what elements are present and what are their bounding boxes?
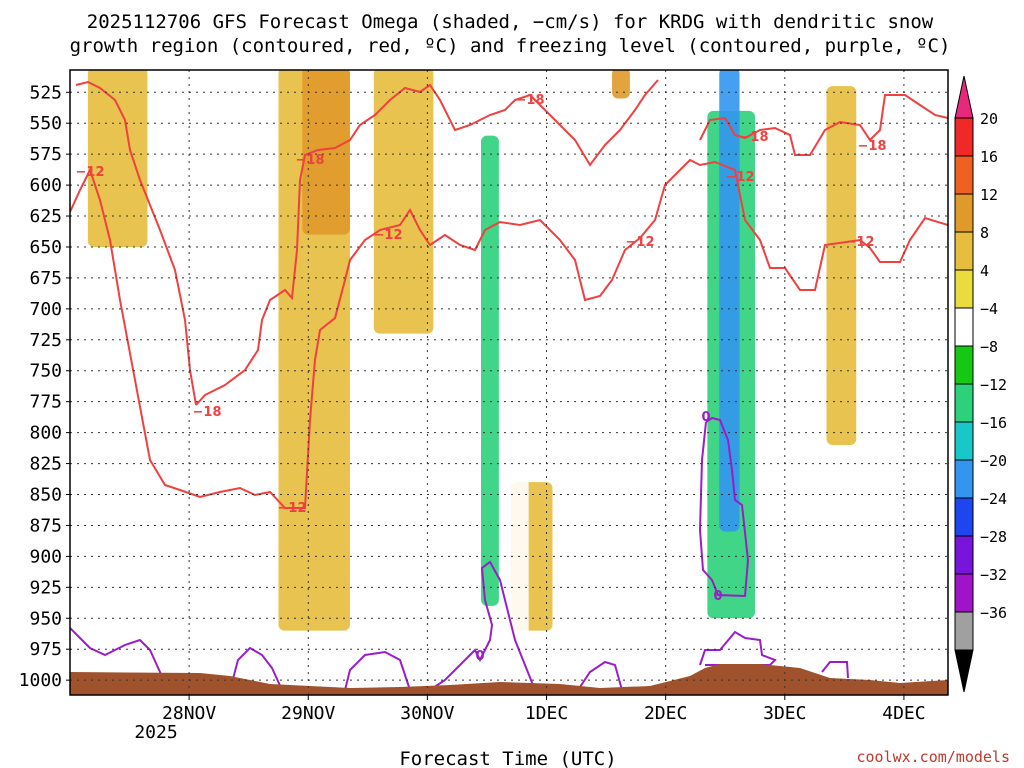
contour-label: −12 xyxy=(626,235,655,250)
dgz-minus18-contour xyxy=(75,79,948,406)
colorbar-level-label: −4 xyxy=(980,300,998,318)
colorbar-level-label: 8 xyxy=(980,224,989,242)
colorbar-level-label: 12 xyxy=(980,186,998,204)
y-tick-label: 575 xyxy=(29,144,62,165)
x-tick-label: 2DEC xyxy=(644,703,687,724)
colorbar-level-label: −28 xyxy=(980,528,1007,546)
y-tick-label: 1000 xyxy=(19,670,62,691)
colorbar-swatch xyxy=(954,497,974,537)
colorbar-swatch xyxy=(954,611,974,651)
colorbar-level-label: −8 xyxy=(980,338,998,356)
colorbar-swatch xyxy=(954,421,974,461)
y-tick-label: 650 xyxy=(29,237,62,258)
plot-area: −18 −18 −18 −18 −18 −12 −12 −12 −12 −12 −12 0 0 0 xyxy=(69,69,949,696)
colorbar-level-label: 20 xyxy=(980,110,998,128)
y-tick-label: 850 xyxy=(29,485,62,506)
shaded-region-descent-3dec-east xyxy=(826,86,857,445)
contour-label: −12 xyxy=(846,235,875,250)
colorbar-level-label: 4 xyxy=(980,262,989,280)
x-tick-label: 30NOV xyxy=(400,703,454,724)
contour-label: −18 xyxy=(858,139,887,154)
y-axis: 525 550 575 600 625 650 675 700 725 750 775 800 825 8… xyxy=(19,82,70,691)
plot-frame xyxy=(69,69,949,696)
omega-shading xyxy=(87,70,898,650)
y-tick-label: 900 xyxy=(29,546,62,567)
contour-label: −12 xyxy=(374,228,403,243)
shaded-region-ascent-4dec-green xyxy=(796,70,815,155)
colorbar-level-label: −36 xyxy=(980,604,1007,622)
y-tick-label: 625 xyxy=(29,206,62,227)
colorbar-swatch xyxy=(954,345,974,385)
colorbar-swatch xyxy=(954,193,974,233)
x-axis-year-label: 2025 xyxy=(134,722,177,743)
y-tick-label: 700 xyxy=(29,299,62,320)
colorbar-top-arrow xyxy=(954,75,974,119)
y-tick-label: 875 xyxy=(29,515,62,536)
y-tick-label: 950 xyxy=(29,608,62,629)
colorbar-swatch xyxy=(954,459,974,499)
chart-title-line-2: growth region (contoured, red, ºC) and f… xyxy=(70,35,951,57)
shaded-region-descent-30nov xyxy=(373,70,434,334)
contour-label: 0 xyxy=(713,589,722,604)
colorbar-swatch xyxy=(954,535,974,575)
freezing-level-contour xyxy=(70,416,849,691)
x-tick-label: 1DEC xyxy=(525,703,568,724)
colorbar-level-label: −24 xyxy=(980,490,1007,508)
y-tick-label: 750 xyxy=(29,361,62,382)
colorbar-level-label: −16 xyxy=(980,414,1007,432)
colorbar-swatch xyxy=(954,231,974,271)
credit-text: coolwx.com/models xyxy=(856,748,1010,766)
y-tick-label: 925 xyxy=(29,577,62,598)
shaded-region-ascent-4dec-low xyxy=(886,358,898,408)
shaded-region-descent-29nov xyxy=(302,70,350,235)
colorbar-level-label: −32 xyxy=(980,566,1007,584)
y-tick-label: 975 xyxy=(29,639,62,660)
chart-title-line-1: 2025112706 GFS Forecast Omega (shaded, −… xyxy=(87,11,934,33)
y-tick-label: 725 xyxy=(29,330,62,351)
shaded-region-ascent-1dec-cyan xyxy=(481,135,499,606)
x-tick-label: 28NOV xyxy=(162,703,216,724)
y-tick-label: 675 xyxy=(29,268,62,289)
colorbar-level-label: −12 xyxy=(980,376,1007,394)
contour-label: −18 xyxy=(740,130,769,145)
colorbar-swatch xyxy=(954,155,974,195)
x-tick-label: 4DEC xyxy=(882,703,925,724)
colorbar-level-label: −20 xyxy=(980,452,1007,470)
colorbar-swatch xyxy=(954,307,974,347)
colorbar-bottom-arrow xyxy=(954,649,974,693)
contour-label: −18 xyxy=(193,405,222,420)
y-tick-label: 775 xyxy=(29,392,62,413)
x-axis-label: Forecast Time (UTC) xyxy=(399,748,616,768)
y-tick-label: 800 xyxy=(29,423,62,444)
shaded-region-descent-2dec xyxy=(612,70,630,99)
terrain-surface xyxy=(70,664,948,695)
colorbar-swatch xyxy=(954,269,974,309)
contour-label: −18 xyxy=(296,153,325,168)
contour-label: −18 xyxy=(516,93,545,108)
contour-label: −12 xyxy=(76,165,105,180)
y-tick-label: 550 xyxy=(29,113,62,134)
x-axis: 28NOV 29NOV 30NOV 1DEC 2DEC 3DEC 4DEC xyxy=(162,695,926,724)
y-tick-label: 825 xyxy=(29,454,62,475)
shaded-region-ascent-core-3dec xyxy=(719,70,740,532)
contour-label: −12 xyxy=(726,170,755,185)
contour-label: 0 xyxy=(475,649,484,664)
x-tick-label: 3DEC xyxy=(763,703,806,724)
colorbar-swatch xyxy=(954,117,974,157)
contour-label: 0 xyxy=(701,410,710,425)
colorbar-swatch xyxy=(954,383,974,423)
shaded-region-ascent-2dec-green xyxy=(564,79,583,186)
colorbar-swatch xyxy=(954,573,974,613)
x-tick-label: 29NOV xyxy=(281,703,335,724)
colorbar: 20 16 12 8 4 −4 −8 −12 −16 −20 −24 −28 −32 −36 xyxy=(954,75,1007,693)
colorbar-level-label: 16 xyxy=(980,148,998,166)
contour-label: −12 xyxy=(278,501,307,516)
y-tick-label: 600 xyxy=(29,175,62,196)
y-tick-label: 525 xyxy=(29,82,62,103)
shaded-region-descent-27nov xyxy=(87,70,148,247)
contour-labels: −18 −18 −18 −18 −18 −12 −12 −12 −12 −12 −12 0 0 0 xyxy=(76,93,887,664)
